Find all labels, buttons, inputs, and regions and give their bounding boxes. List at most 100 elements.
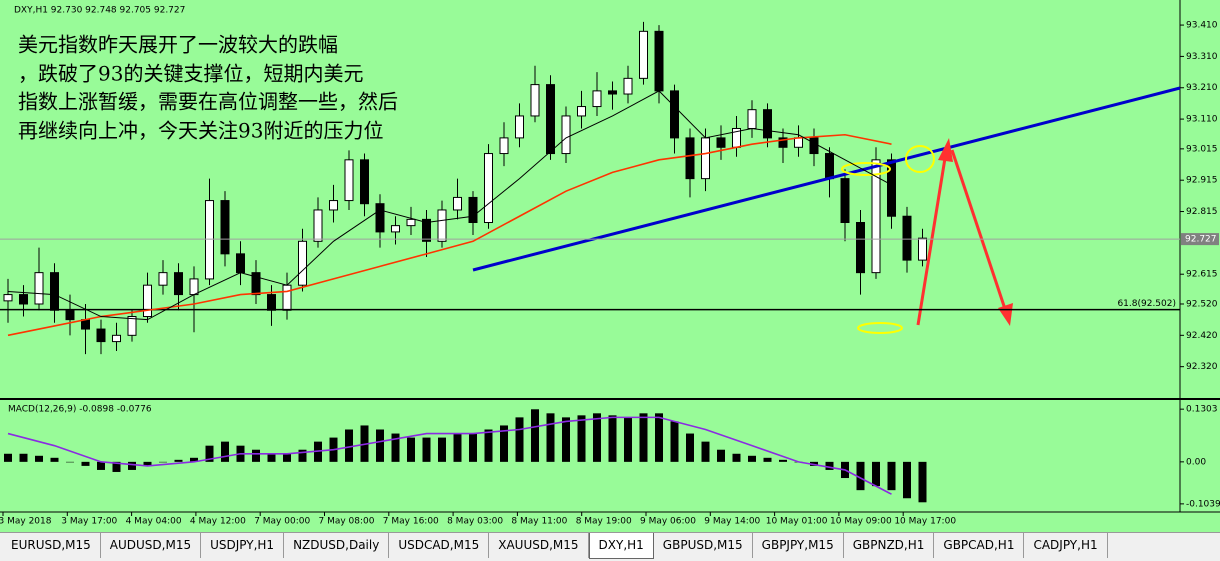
current-price-box — [1181, 233, 1219, 246]
macd-bar — [624, 417, 632, 462]
macd-bar — [593, 413, 601, 462]
y-tick-label: 92.815 — [1186, 207, 1218, 217]
chart-window: DXY,H1 92.730 92.748 92.705 92.727 美元指数昨… — [0, 0, 1220, 532]
macd-bar — [112, 461, 121, 472]
y-tick-label: 92.520 — [1186, 299, 1218, 309]
chart-tab[interactable]: USDCAD,M15 — [389, 533, 490, 558]
chart-tab[interactable]: NZDUSD,Daily — [284, 533, 390, 558]
candle-body — [375, 203, 385, 233]
macd-bar — [267, 453, 276, 462]
time-label: 8 May 19:00 — [576, 517, 632, 527]
chart-tab[interactable]: GBPNZD,H1 — [844, 533, 935, 558]
y-tick-label: 93.310 — [1186, 52, 1218, 62]
macd-bar — [81, 461, 90, 466]
candle-body — [887, 159, 896, 217]
candle-body — [499, 137, 509, 155]
time-label: 7 May 00:00 — [254, 517, 310, 527]
macd-bar — [670, 421, 679, 462]
chart-tab[interactable]: DXY,H1 — [588, 533, 654, 559]
candle-body — [716, 137, 726, 148]
annotation-line: 再继续向上冲，今天关注93附近的压力位 — [18, 119, 383, 143]
candle-body — [670, 90, 679, 139]
chart-tab[interactable]: GBPUSD,M15 — [654, 533, 753, 558]
ma-line — [7, 133, 892, 337]
candle-body — [623, 77, 633, 95]
macd-tick-label: -0.1039 — [1186, 499, 1220, 509]
macd-bar — [453, 433, 462, 462]
candles — [3, 21, 927, 355]
macd-bar — [717, 449, 725, 462]
macd-bar — [190, 457, 198, 462]
macd-bar — [159, 461, 167, 463]
macd-bar — [732, 453, 741, 462]
candle-body — [189, 278, 199, 296]
candle-body — [856, 222, 865, 274]
highlight-ellipse — [857, 322, 903, 334]
chart-tab[interactable]: CADJPY,H1 — [1024, 533, 1108, 558]
arrow — [950, 149, 1008, 313]
y-tick-label: 92.615 — [1186, 270, 1218, 280]
macd-bar — [143, 461, 152, 466]
candle-body — [112, 334, 121, 343]
macd-bar — [779, 459, 787, 462]
macd-bar — [438, 437, 446, 462]
chart-tab[interactable]: GBPCAD,H1 — [934, 533, 1025, 558]
chart-tab[interactable]: GBPJPY,M15 — [753, 533, 844, 558]
y-tick-label: 92.420 — [1186, 331, 1218, 341]
candle-body — [143, 284, 152, 318]
candle-body — [360, 159, 369, 205]
candle-body — [794, 137, 803, 148]
level-label: 61.8(92.502) — [1117, 299, 1176, 309]
time-label: 3 May 17:00 — [61, 517, 117, 527]
macd-bar — [345, 429, 353, 462]
time-label: 8 May 11:00 — [511, 517, 567, 527]
time-label: 8 May 03:00 — [447, 517, 503, 527]
candle-body — [174, 272, 183, 296]
candle-body — [825, 153, 834, 180]
macd-bar — [469, 433, 477, 462]
y-tick-label: 93.210 — [1186, 83, 1218, 93]
y-tick-label: 93.015 — [1186, 144, 1218, 154]
time-label: 10 May 01:00 — [766, 517, 828, 527]
macd-bar — [19, 453, 28, 462]
candle-body — [530, 84, 540, 117]
chart-tab[interactable]: XAUUSD,M15 — [489, 533, 589, 558]
macd-bar — [252, 449, 260, 462]
candle-body — [96, 328, 106, 343]
candle-body — [50, 272, 59, 311]
time-label: 9 May 06:00 — [640, 517, 696, 527]
chart-tab[interactable]: EURUSD,M15 — [2, 533, 101, 558]
candle-body — [422, 218, 431, 242]
macd-tick-label: 0.00 — [1186, 457, 1206, 467]
candle-body — [902, 215, 912, 261]
time-label: 7 May 08:00 — [319, 517, 375, 527]
macd-bar — [50, 457, 59, 462]
macd-bar — [825, 461, 834, 470]
time-label: 7 May 16:00 — [383, 517, 439, 527]
macd-bar — [918, 461, 927, 503]
macd-tick-label: 0.1303 — [1186, 405, 1218, 415]
macd-bar — [283, 453, 291, 462]
macd-bar — [128, 461, 136, 470]
annotation-line: ，跌破了93的关键支撑位，短期内美元 — [18, 62, 363, 86]
time-label: 10 May 09:00 — [830, 517, 892, 527]
macd-bar — [608, 415, 617, 462]
candle-body — [468, 196, 478, 224]
candle-body — [778, 137, 788, 148]
macd-label: MACD(12,26,9) -0.0898 -0.0776 — [8, 405, 152, 415]
candle-body — [763, 109, 772, 139]
ma-line — [7, 416, 892, 495]
macd-bar — [407, 437, 415, 462]
candle-body — [158, 272, 168, 286]
candle-body — [871, 159, 881, 274]
trend-line — [472, 86, 1181, 272]
arrow-head — [938, 138, 953, 162]
time-label: 9 May 14:00 — [704, 517, 760, 527]
chart-tab[interactable]: AUDUSD,M15 — [101, 533, 202, 558]
chart-tab[interactable]: USDJPY,H1 — [201, 533, 285, 558]
ma-line — [7, 90, 892, 321]
macd-bar — [376, 429, 384, 462]
macd-bar — [484, 429, 493, 462]
macd-bar — [546, 413, 555, 462]
